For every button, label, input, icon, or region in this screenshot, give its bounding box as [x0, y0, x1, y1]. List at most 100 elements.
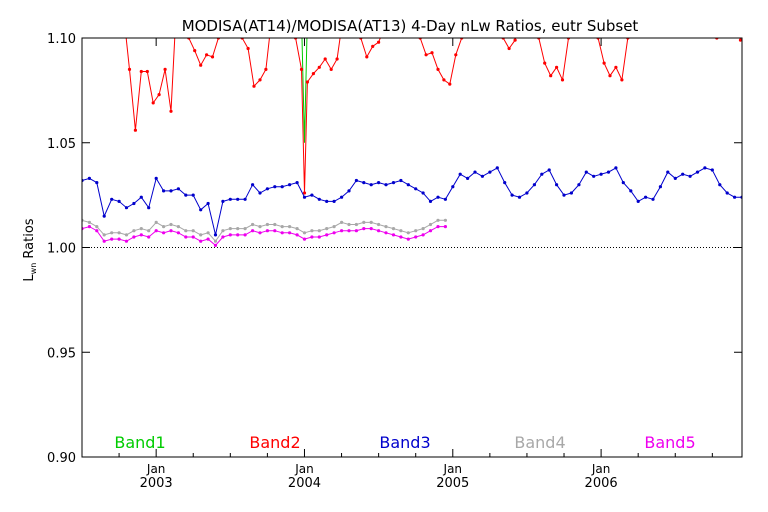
data-point: [147, 229, 151, 233]
data-point: [451, 185, 455, 189]
data-point: [184, 229, 188, 233]
data-point: [154, 229, 158, 233]
data-point: [710, 168, 714, 172]
series-band3: [82, 166, 742, 237]
data-point: [184, 193, 188, 197]
data-point: [251, 222, 255, 227]
data-point: [139, 233, 143, 237]
data-point: [421, 191, 425, 195]
data-point: [87, 176, 91, 180]
data-point: [252, 84, 256, 88]
data-point: [288, 183, 292, 187]
legend-item-band2: Band2: [249, 433, 300, 452]
data-point: [243, 233, 247, 237]
data-point: [317, 229, 321, 233]
data-point: [117, 237, 121, 241]
data-point: [236, 227, 240, 231]
series-band5: [82, 225, 447, 247]
data-point: [636, 199, 640, 203]
data-point: [213, 239, 218, 243]
data-point: [549, 74, 553, 78]
data-point: [377, 40, 381, 44]
data-point: [681, 172, 685, 176]
data-point: [428, 222, 433, 227]
data-point: [335, 57, 339, 61]
data-point: [157, 93, 161, 97]
data-point: [169, 222, 173, 227]
data-point: [718, 183, 722, 187]
data-point: [428, 199, 433, 203]
data-point: [288, 225, 292, 229]
data-point: [213, 233, 218, 237]
data-point: [391, 227, 396, 231]
data-point: [525, 191, 529, 195]
data-point: [371, 44, 375, 49]
data-point: [117, 231, 121, 235]
data-point: [666, 170, 670, 174]
data-point: [265, 229, 269, 233]
data-point: [347, 222, 351, 227]
data-point: [162, 225, 166, 229]
data-point: [695, 170, 700, 174]
data-point: [221, 229, 225, 233]
data-point: [295, 181, 299, 185]
data-point: [608, 74, 612, 78]
data-point: [317, 235, 321, 239]
data-point: [421, 233, 425, 237]
data-point: [332, 231, 336, 235]
legend-item-band3: Band3: [379, 433, 430, 452]
data-point: [273, 229, 277, 233]
data-point: [206, 237, 210, 241]
y-tick-label: 1.10: [47, 32, 76, 47]
legend: Band1 Band2 Band3 Band4 Band5: [114, 433, 695, 452]
data-point: [406, 183, 410, 187]
data-point: [540, 172, 544, 176]
y-axis-label: Lwn Ratios: [22, 218, 38, 281]
data-point: [555, 65, 559, 69]
data-point: [151, 101, 155, 105]
data-point: [288, 231, 292, 235]
data-point: [606, 170, 611, 174]
data-point: [206, 201, 210, 206]
data-point: [280, 225, 284, 229]
series-band1: [301, 38, 308, 143]
data-point: [377, 222, 381, 227]
data-point: [311, 72, 315, 76]
data-point: [132, 201, 136, 206]
data-point: [154, 176, 158, 180]
data-point: [644, 195, 648, 199]
data-point: [221, 235, 225, 239]
data-point: [117, 199, 121, 203]
data-point: [258, 191, 262, 195]
data-point: [310, 235, 314, 239]
x-tick-year: 2005: [436, 476, 469, 491]
chart-title: MODISA(AT14)/MODISA(AT13) 4-Day nLw Rati…: [182, 17, 639, 35]
series-band4: [82, 218, 447, 243]
data-point: [629, 189, 633, 193]
data-point: [124, 206, 129, 210]
data-point: [495, 166, 499, 170]
legend-item-band4: Band4: [514, 433, 565, 452]
data-point: [347, 189, 351, 193]
data-point: [199, 239, 203, 243]
data-point: [110, 231, 114, 235]
data-point: [421, 227, 425, 231]
data-point: [577, 183, 581, 187]
y-axis: 0.90 0.95 1.00 1.05 1.10: [47, 32, 742, 466]
data-point: [602, 61, 606, 65]
data-point: [317, 65, 321, 69]
data-point: [280, 231, 284, 235]
data-point: [738, 38, 742, 42]
legend-item-band1: Band1: [114, 433, 165, 452]
data-point: [310, 193, 314, 197]
data-point: [354, 229, 358, 233]
data-point: [147, 206, 151, 210]
data-point: [503, 181, 507, 185]
data-point: [436, 218, 440, 222]
data-point: [243, 197, 247, 201]
data-point: [480, 174, 484, 178]
data-point: [369, 227, 373, 231]
data-point: [264, 67, 268, 71]
data-point: [340, 195, 344, 199]
